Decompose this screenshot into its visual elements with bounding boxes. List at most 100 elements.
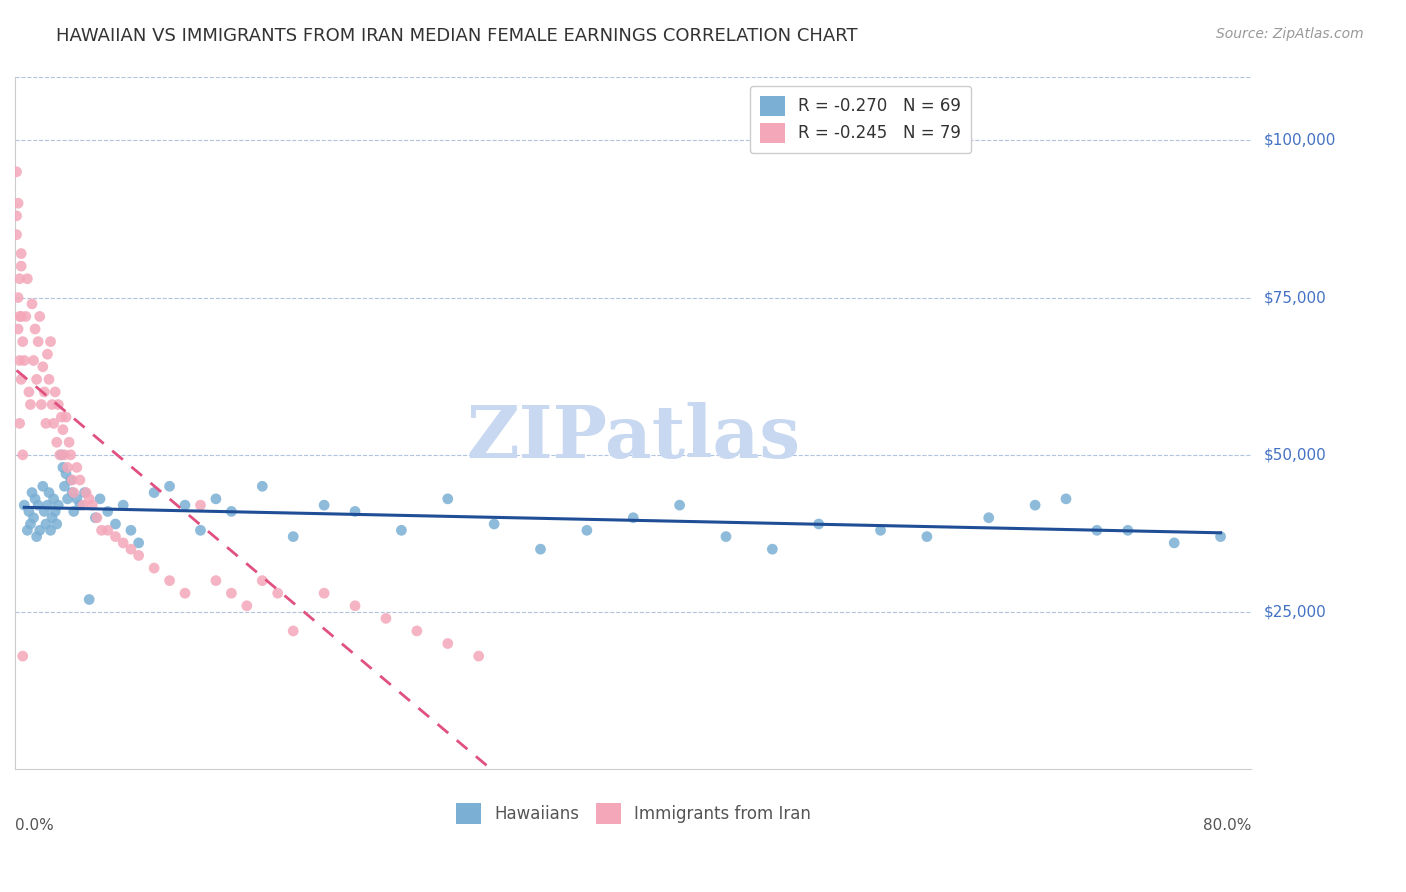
Point [20,516,42,531]
Point [14,310,37,324]
Point [77,592,100,607]
Point [1054,491,1077,506]
Text: HAWAIIAN VS IMMIGRANTS FROM IRAN MEDIAN FEMALE EARNINGS CORRELATION CHART: HAWAIIAN VS IMMIGRANTS FROM IRAN MEDIAN … [56,27,858,45]
Point [1116,524,1139,538]
Point [977,510,1000,524]
Point [190,498,212,512]
Point [467,649,489,664]
Point [38,372,60,386]
Point [11,448,34,462]
Point [1209,530,1232,544]
Point [236,599,259,613]
Point [314,498,336,512]
Point [21,297,44,311]
Point [41,397,63,411]
Point [62,485,84,500]
Point [7,196,30,211]
Point [20,397,42,411]
Point [128,536,150,550]
Point [56,491,79,506]
Point [8,417,31,431]
Point [82,498,104,512]
Point [52,460,75,475]
Point [22,353,45,368]
Point [13,498,35,512]
Point [44,504,66,518]
Point [10,259,32,273]
Point [37,347,59,361]
Point [205,574,228,588]
Point [190,524,212,538]
Point [69,498,91,512]
Point [807,516,830,531]
Point [21,485,44,500]
Point [73,485,96,500]
Point [7,322,30,336]
Text: $100,000: $100,000 [1264,133,1336,148]
Text: $50,000: $50,000 [1264,447,1327,462]
Point [10,372,32,386]
Point [11,649,34,664]
Point [24,322,46,336]
Point [69,473,91,487]
Point [6,165,28,179]
Point [128,549,150,563]
Point [112,536,135,550]
Point [668,498,690,512]
Point [1085,524,1108,538]
Point [27,334,49,349]
Point [60,485,83,500]
Point [44,384,66,399]
Text: 80.0%: 80.0% [1204,818,1251,833]
Point [761,542,783,557]
Point [35,516,58,531]
Point [41,510,63,524]
Legend: Hawaiians, Immigrants from Iran: Hawaiians, Immigrants from Iran [449,797,817,830]
Point [15,524,38,538]
Point [27,498,49,512]
Point [39,334,62,349]
Point [18,384,41,399]
Point [267,586,290,600]
Point [252,574,274,588]
Point [205,491,228,506]
Point [39,524,62,538]
Point [6,227,28,242]
Point [283,530,305,544]
Point [66,460,89,475]
Point [53,448,76,462]
Point [45,435,67,450]
Point [46,498,69,512]
Point [18,504,41,518]
Point [22,510,45,524]
Point [15,271,38,285]
Point [38,485,60,500]
Point [97,524,120,538]
Point [621,510,644,524]
Point [7,291,30,305]
Point [56,460,79,475]
Point [28,524,51,538]
Point [58,435,80,450]
Point [97,504,120,518]
Point [143,561,166,575]
Point [42,491,65,506]
Text: ZIPatlas: ZIPatlas [467,401,800,473]
Point [104,530,127,544]
Point [59,473,82,487]
Point [1163,536,1185,550]
Text: Source: ZipAtlas.com: Source: ZipAtlas.com [1216,27,1364,41]
Point [389,524,412,538]
Point [66,491,89,506]
Point [869,524,891,538]
Point [104,516,127,531]
Point [89,491,111,506]
Point [49,448,72,462]
Point [159,479,181,493]
Point [174,498,197,512]
Point [11,334,34,349]
Point [112,498,135,512]
Point [10,310,32,324]
Point [8,310,31,324]
Point [31,359,53,374]
